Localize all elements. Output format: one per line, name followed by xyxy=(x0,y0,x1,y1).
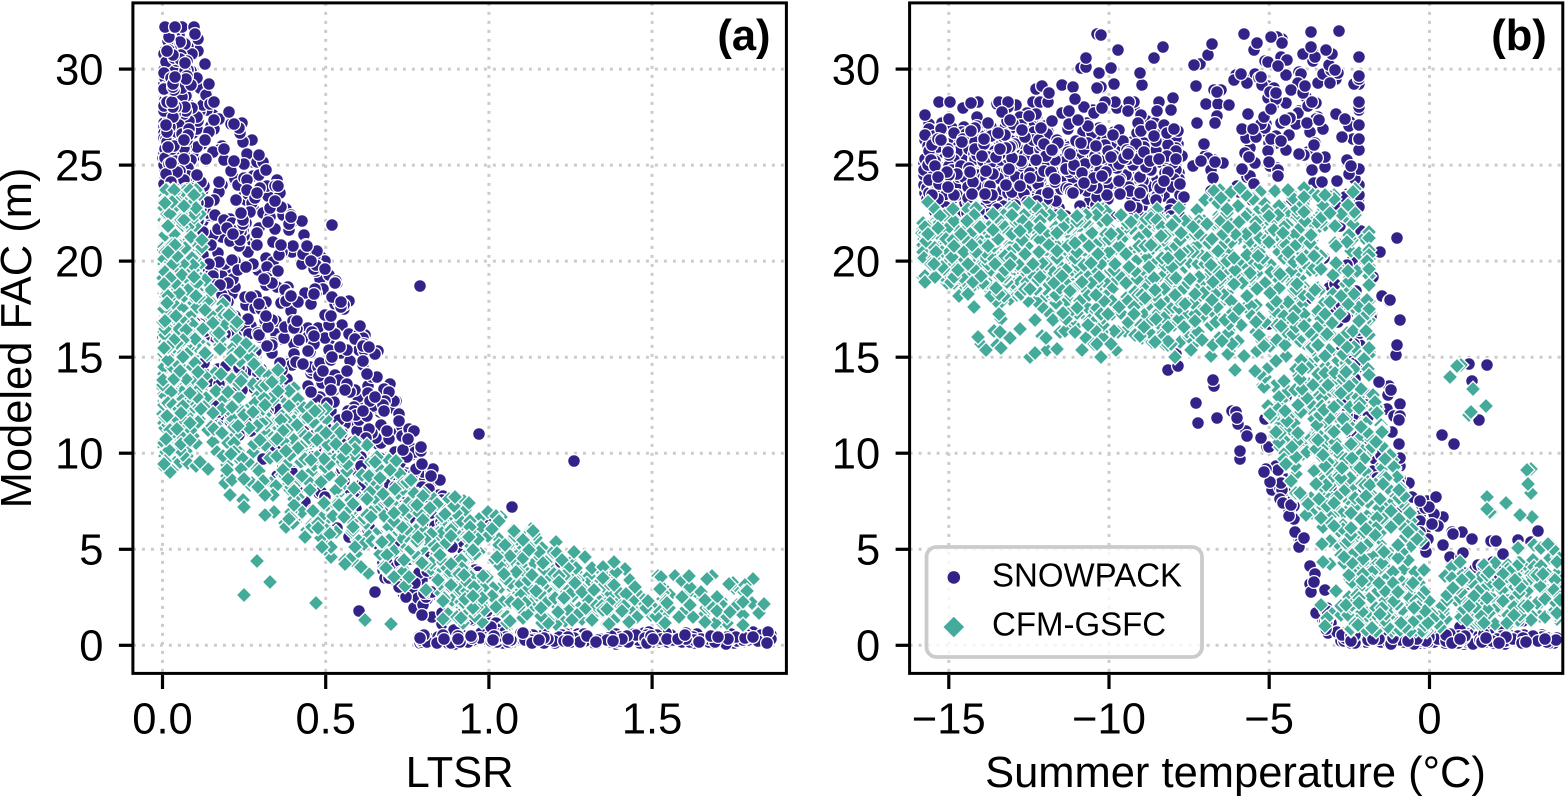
svg-text:0: 0 xyxy=(79,623,103,671)
svg-text:Summer temperature (°C): Summer temperature (°C) xyxy=(985,749,1486,797)
svg-text:5: 5 xyxy=(856,527,880,575)
svg-text:0.0: 0.0 xyxy=(132,696,192,744)
svg-text:0: 0 xyxy=(856,623,880,671)
svg-text:20: 20 xyxy=(832,238,880,286)
svg-text:−5: −5 xyxy=(1244,696,1294,744)
svg-text:1.5: 1.5 xyxy=(622,696,682,744)
svg-text:10: 10 xyxy=(832,431,880,479)
svg-text:Modeled FAC (m): Modeled FAC (m) xyxy=(0,168,41,509)
svg-text:5: 5 xyxy=(79,527,103,575)
svg-text:CFM-GSFC: CFM-GSFC xyxy=(992,606,1166,643)
svg-text:30: 30 xyxy=(55,46,103,94)
svg-text:25: 25 xyxy=(832,142,880,190)
svg-text:LTSR: LTSR xyxy=(406,749,514,797)
svg-text:25: 25 xyxy=(55,142,103,190)
svg-text:20: 20 xyxy=(55,238,103,286)
svg-text:(a): (a) xyxy=(717,12,770,60)
svg-text:(b): (b) xyxy=(1491,12,1547,60)
svg-text:SNOWPACK: SNOWPACK xyxy=(992,557,1182,594)
svg-text:0.5: 0.5 xyxy=(295,696,355,744)
svg-text:−10: −10 xyxy=(1072,696,1146,744)
svg-text:15: 15 xyxy=(832,335,880,383)
svg-text:30: 30 xyxy=(832,46,880,94)
svg-text:−15: −15 xyxy=(912,696,986,744)
svg-text:1.0: 1.0 xyxy=(459,696,519,744)
svg-text:0: 0 xyxy=(1417,696,1441,744)
svg-text:10: 10 xyxy=(55,431,103,479)
svg-text:15: 15 xyxy=(55,335,103,383)
